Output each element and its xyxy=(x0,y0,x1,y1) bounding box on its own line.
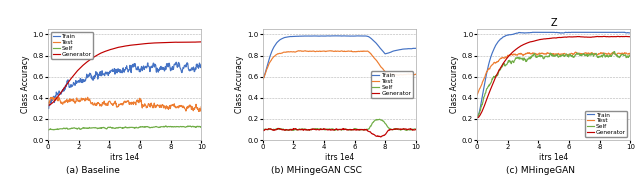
X-axis label: itrs 1e4: itrs 1e4 xyxy=(539,153,568,162)
X-axis label: itrs 1e4: itrs 1e4 xyxy=(110,153,140,162)
Y-axis label: Class Accuracy: Class Accuracy xyxy=(236,56,244,113)
X-axis label: itrs 1e4: itrs 1e4 xyxy=(324,153,354,162)
Text: (c) MHingeGAN: (c) MHingeGAN xyxy=(506,166,575,175)
Title: Z: Z xyxy=(550,18,557,28)
Text: (a) Baseline: (a) Baseline xyxy=(66,166,120,175)
Legend: Train, Test, Self, Generator: Train, Test, Self, Generator xyxy=(51,32,93,58)
Text: (b) MHingeGAN CSC: (b) MHingeGAN CSC xyxy=(271,166,362,175)
Legend: Train, Test, Self, Generator: Train, Test, Self, Generator xyxy=(585,111,627,137)
Y-axis label: Class Accuracy: Class Accuracy xyxy=(21,56,30,113)
Legend: Train, Test, Self, Generator: Train, Test, Self, Generator xyxy=(371,71,413,98)
Y-axis label: Class Accuracy: Class Accuracy xyxy=(450,56,459,113)
